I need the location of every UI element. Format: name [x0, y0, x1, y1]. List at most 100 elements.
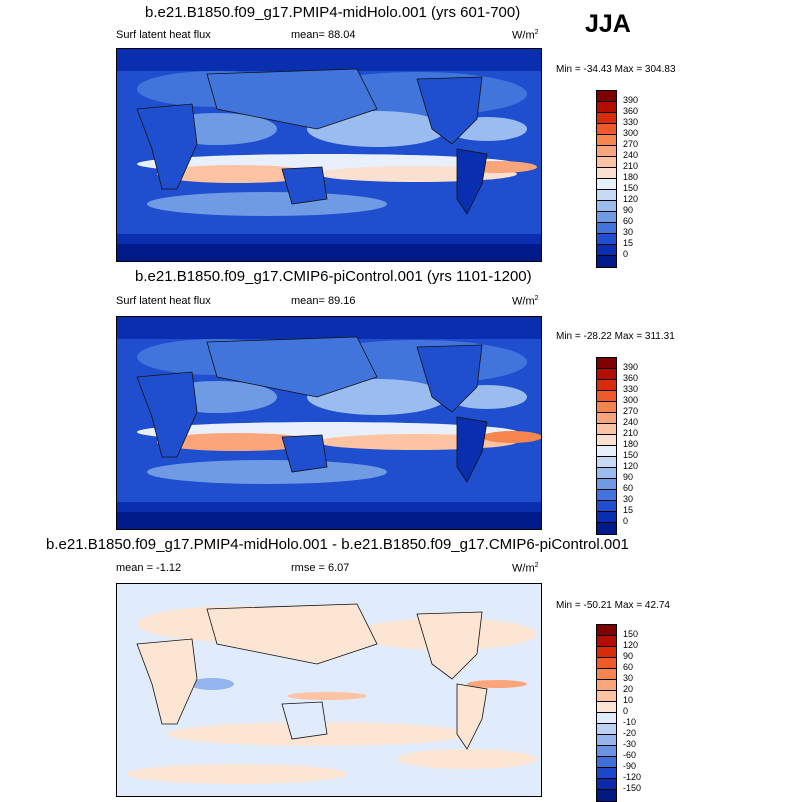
colorbar-tick-label: 360 [623, 373, 639, 383]
colorbar-swatch [597, 413, 616, 424]
colorbar-swatch [597, 91, 616, 102]
colorbar-tick-label: 120 [623, 461, 639, 471]
colorbar-tick-label: 30 [623, 494, 634, 504]
colorbar-tick-label: 120 [623, 194, 639, 204]
colorbar-swatch [597, 636, 616, 647]
colorbar-tick-label: 15 [623, 238, 634, 248]
colorbar-swatch [597, 190, 616, 201]
colorbar-tick-label: 60 [623, 662, 634, 672]
colorbar-tick-label: 210 [623, 161, 639, 171]
colorbar-tick-label: 150 [623, 629, 639, 639]
colorbar-swatch [597, 234, 616, 245]
colorbar-tick-label: 10 [623, 695, 634, 705]
colorbar-swatch [597, 135, 616, 146]
panel3-map [116, 583, 542, 797]
colorbar-swatch [597, 702, 616, 713]
colorbar-swatch [597, 680, 616, 691]
panel2-map [116, 316, 542, 530]
colorbar-swatch [597, 179, 616, 190]
colorbar-tick-label: 360 [623, 106, 639, 116]
colorbar-tick-label: 270 [623, 406, 639, 416]
colorbar-tick-label: 20 [623, 684, 634, 694]
colorbar-tick-label: 180 [623, 172, 639, 182]
colorbar-tick-label: 240 [623, 417, 639, 427]
colorbar-tick-label: 270 [623, 139, 639, 149]
colorbar-swatch [597, 501, 616, 512]
colorbar-swatch [597, 669, 616, 680]
colorbar-swatch [597, 369, 616, 380]
colorbar-swatch [597, 724, 616, 735]
colorbar-tick-label: 0 [623, 706, 629, 716]
colorbar-swatch [597, 113, 616, 124]
colorbar-tick-label: 0 [623, 516, 629, 526]
colorbar-swatch [597, 457, 616, 468]
colorbar-swatch [597, 256, 616, 267]
colorbar-tick-label: -20 [623, 728, 637, 738]
colorbar-tick-label: 150 [623, 183, 639, 193]
colorbar-tick-label: 330 [623, 117, 639, 127]
panel2-title: b.e21.B1850.f09_g17.CMIP6-piControl.001 … [135, 268, 532, 285]
colorbar-swatch [597, 523, 616, 534]
colorbar-tick-label: 90 [623, 472, 634, 482]
colorbar-tick-label: 300 [623, 128, 639, 138]
colorbar-swatch [597, 424, 616, 435]
colorbar-tick-label: 15 [623, 505, 634, 515]
panel2-mean-label: mean= 89.16 [291, 295, 356, 307]
colorbar-swatch [597, 647, 616, 658]
panel3-mean-label: mean = -1.12 [116, 562, 182, 574]
colorbar-swatch [597, 768, 616, 779]
colorbar-swatch [597, 735, 616, 746]
colorbar-swatch [597, 201, 616, 212]
colorbar-swatch [597, 512, 616, 523]
panel1-minmax: Min = -34.43 Max = 304.83 [556, 64, 676, 75]
colorbar-tick-label: 150 [623, 450, 639, 460]
panel3-minmax: Min = -50.21 Max = 42.74 [556, 600, 670, 611]
colorbar-swatch [597, 245, 616, 256]
colorbar-tick-label: 390 [623, 95, 639, 105]
colorbar-swatch [597, 380, 616, 391]
colorbar-swatch [597, 157, 616, 168]
panel2-units: W/m2 [512, 295, 539, 308]
colorbar-tick-label: -10 [623, 717, 637, 727]
colorbar-tick-label: -30 [623, 739, 637, 749]
panel1-variable-label: Surf latent heat flux [116, 29, 211, 41]
colorbar-swatch [597, 212, 616, 223]
colorbar-tick-label: 240 [623, 150, 639, 160]
colorbar-swatch [597, 490, 616, 501]
panel2-variable-label: Surf latent heat flux [116, 295, 211, 307]
colorbar-swatch [597, 223, 616, 234]
colorbar-tick-label: 60 [623, 483, 634, 493]
colorbar-swatch [597, 658, 616, 669]
colorbar-tick-label: 90 [623, 205, 634, 215]
panel3-rmse-label: rmse = 6.07 [291, 562, 350, 574]
colorbar-tick-label: -120 [623, 772, 642, 782]
panel1-colorbar [596, 90, 617, 268]
colorbar-swatch [597, 102, 616, 113]
season-label: JJA [585, 10, 631, 38]
colorbar-swatch [597, 358, 616, 369]
colorbar-swatch [597, 790, 616, 801]
colorbar-tick-label: -90 [623, 761, 637, 771]
colorbar-swatch [597, 479, 616, 490]
panel1-map [116, 48, 542, 262]
colorbar-tick-label: 180 [623, 439, 639, 449]
colorbar-tick-label: 0 [623, 249, 629, 259]
colorbar-tick-label: 90 [623, 651, 634, 661]
colorbar-swatch [597, 691, 616, 702]
colorbar-tick-label: 390 [623, 362, 639, 372]
panel2-colorbar [596, 357, 617, 535]
colorbar-tick-label: -60 [623, 750, 637, 760]
panel2-minmax: Min = -28.22 Max = 311.31 [556, 331, 675, 342]
colorbar-tick-label: 210 [623, 428, 639, 438]
panel3-colorbar [596, 624, 617, 802]
colorbar-swatch [597, 779, 616, 790]
colorbar-swatch [597, 402, 616, 413]
colorbar-tick-label: 120 [623, 640, 639, 650]
colorbar-swatch [597, 468, 616, 479]
colorbar-swatch [597, 757, 616, 768]
colorbar-swatch [597, 391, 616, 402]
colorbar-tick-label: 330 [623, 384, 639, 394]
colorbar-tick-label: 30 [623, 227, 634, 237]
colorbar-swatch [597, 435, 616, 446]
colorbar-swatch [597, 713, 616, 724]
